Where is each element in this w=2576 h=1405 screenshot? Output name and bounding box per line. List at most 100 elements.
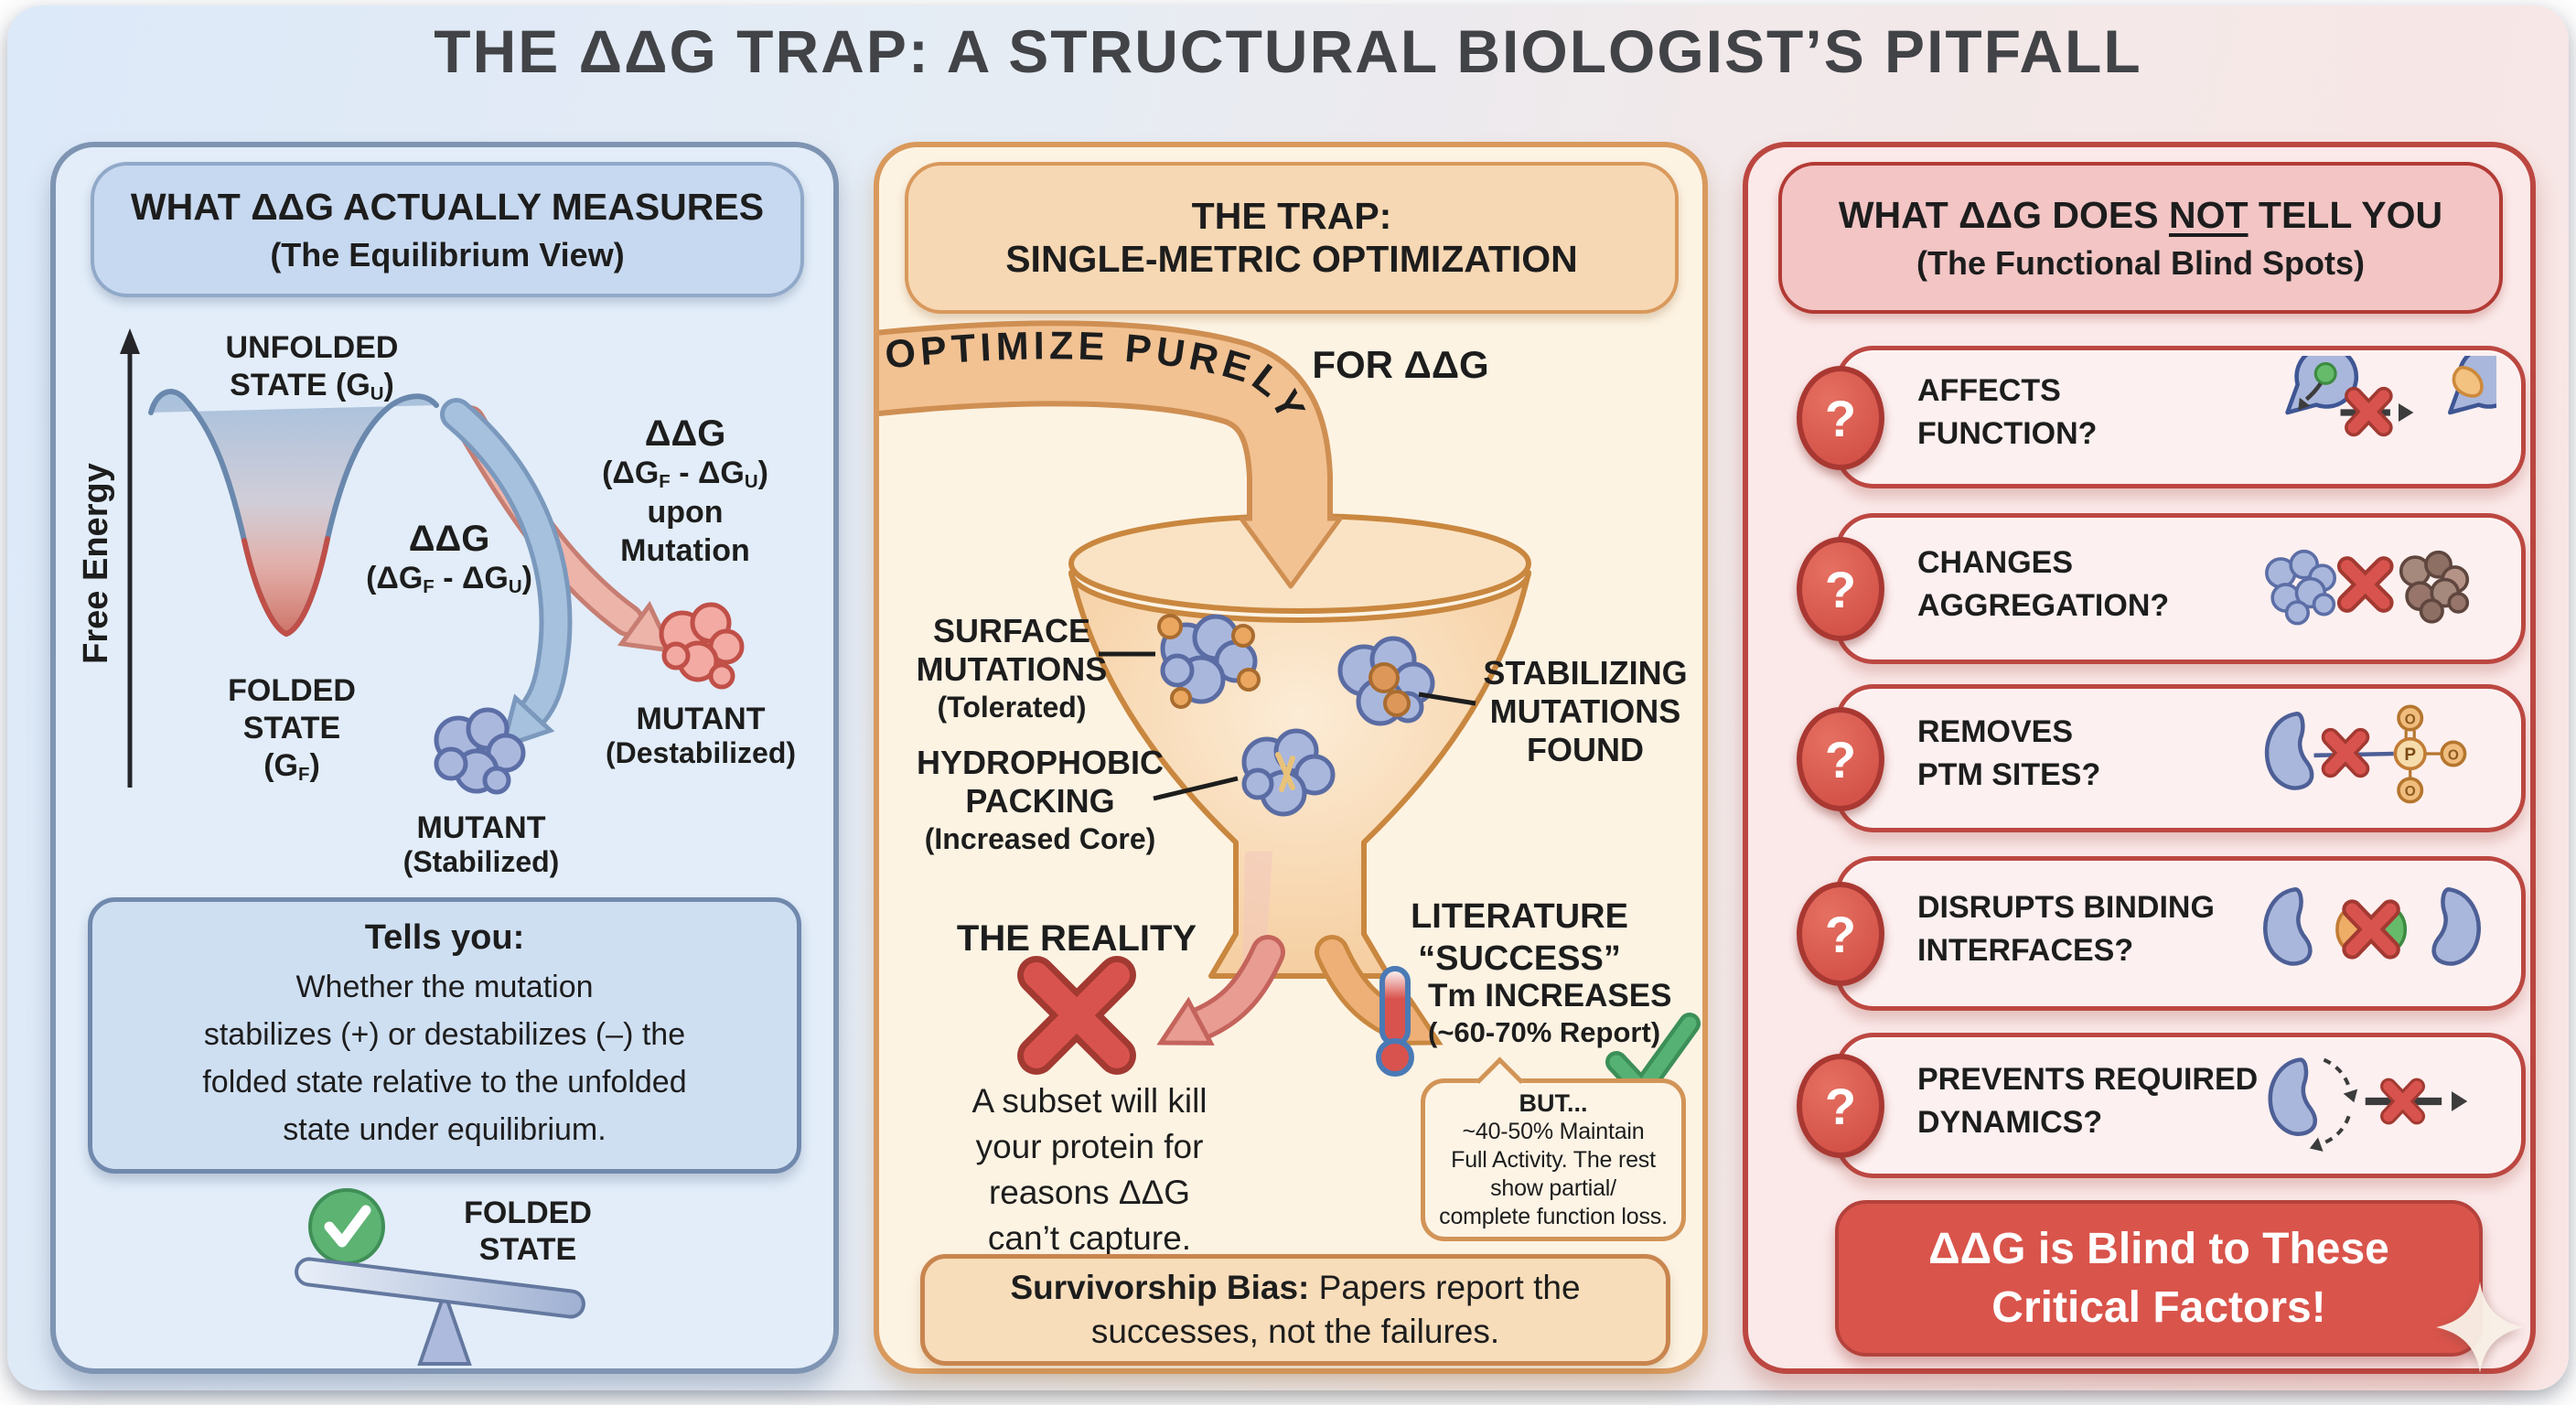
but-line: show partial/ — [1490, 1174, 1616, 1201]
seesaw-balance — [295, 1257, 585, 1366]
sparkle-icon — [2436, 1282, 2524, 1373]
reality-line2: your protein for — [975, 1128, 1204, 1165]
reality-line4: can’t capture. — [987, 1219, 1192, 1257]
middle-header-title: THE TRAP: — [1191, 195, 1392, 237]
stabilized-mutant-protein — [434, 707, 526, 795]
tells-you-title: Tells you: — [364, 917, 525, 957]
left-header-title: WHAT ΔΔG ACTUALLY MEASURES — [130, 185, 765, 228]
question-icon: ? — [1797, 882, 1884, 986]
but-title: BUT... — [1519, 1089, 1588, 1117]
survivorship-bias-box: Survivorship Bias: Papers report the suc… — [920, 1254, 1670, 1366]
oxygen-letter: O — [2448, 747, 2459, 763]
bias-line2: successes, not the failures. — [1090, 1313, 1500, 1350]
right-header-subtitle: (The Functional Blind Spots) — [1916, 243, 2365, 282]
binding-interfaces-icon — [2263, 887, 2481, 966]
ptm-sites-icon: P O O O — [2264, 704, 2467, 804]
mutant-destabilized-sub: (Destabilized) — [605, 736, 797, 769]
folded-state-line1: FOLDED — [228, 673, 356, 708]
surface-mutations-line1: SURFACE — [932, 612, 1091, 649]
check-icon — [308, 1188, 385, 1265]
hydrophobic-line1: HYDROPHOBIC — [916, 744, 1165, 781]
hydrophobic-line2: PACKING — [965, 782, 1115, 820]
folded-state-line2: STATE — [242, 711, 341, 745]
aggregation-icon — [2265, 549, 2470, 626]
question-icon: ? — [1797, 537, 1884, 641]
right-panel-header: WHAT ΔΔG DOES NOT TELL YOU (The Function… — [1778, 162, 2503, 314]
but-line: ~40-50% Maintain — [1462, 1118, 1645, 1144]
oxygen-letter: O — [2405, 712, 2416, 727]
middle-panel-header: THE TRAP: SINGLE-METRIC OPTIMIZATION — [905, 162, 1679, 314]
optimize-ribbon-arrow — [879, 320, 1343, 589]
axis-label: Free Energy — [77, 463, 116, 664]
ddg-formula: (ΔGF - ΔGU) — [366, 561, 532, 598]
reality-exit-arrow — [1156, 935, 1285, 1046]
reality-line1: A subset will kill — [971, 1082, 1208, 1120]
question-icon: ? — [1797, 1054, 1884, 1158]
dynamics-icon — [2268, 1057, 2468, 1152]
left-header-subtitle: (The Equilibrium View) — [270, 235, 625, 273]
oxygen-letter: O — [2405, 784, 2416, 799]
folded-state-formula: (GF) — [263, 748, 320, 786]
ddg-mutation-label: ΔΔG — [644, 413, 726, 454]
stabilizing-line1: STABILIZING — [1483, 654, 1688, 692]
but-speech-bubble: BUT... ~40-50% Maintain Full Activity. T… — [1421, 1078, 1686, 1241]
banner-line1: ΔΔG is Blind to These — [1928, 1224, 2389, 1273]
item-label-binding: DISRUPTS BINDING INTERFACES? — [1917, 889, 2215, 968]
blind-banner: ΔΔG is Blind to These Critical Factors! — [1835, 1200, 2483, 1357]
phosphorus-letter: P — [2404, 745, 2416, 765]
seesaw-label-line1: FOLDED — [464, 1196, 592, 1230]
seesaw-label-line2: STATE — [478, 1232, 577, 1267]
energy-landscape-diagram — [120, 328, 745, 1366]
mutation-arrow-stabilized — [440, 398, 573, 750]
surface-mutation-protein — [1157, 614, 1261, 709]
blind-spot-item-function — [1835, 346, 2526, 488]
surface-mutations-line3: (Tolerated) — [937, 691, 1087, 724]
ddg-label: ΔΔG — [408, 519, 490, 559]
mutant-stabilized-sub: (Stabilized) — [402, 845, 560, 878]
energy-well — [148, 389, 439, 638]
but-line: complete function loss. — [1439, 1203, 1668, 1229]
item-label-ptm: REMOVES PTM SITES? — [1917, 714, 2101, 792]
mutant-destabilized-label: MUTANT — [636, 702, 766, 736]
thermometer-icon — [1376, 966, 1414, 1077]
for-ddg-label: FOR ΔΔG — [1312, 343, 1489, 386]
ddg-mutation-formula: (ΔGF - ΔGU) — [602, 456, 768, 493]
ddg-mutation-word: Mutation — [620, 533, 750, 568]
item-label-dynamics: PREVENTS REQUIRED DYNAMICS? — [1917, 1061, 2259, 1140]
question-icon: ? — [1797, 366, 1884, 470]
unfolded-state-label: UNFOLDED — [225, 330, 399, 365]
surface-mutations-line2: MUTATIONS — [916, 650, 1108, 688]
right-header-title: WHAT ΔΔG DOES NOT TELL YOU — [1838, 193, 2443, 236]
unfolded-state-formula: STATE (GU) — [230, 368, 394, 405]
label-leader-lines — [1099, 651, 1476, 801]
literature-line1: LITERATURE — [1411, 897, 1628, 936]
hydrophobic-line3: (Increased Core) — [924, 822, 1156, 855]
tells-you-line: state under equilibrium. — [283, 1111, 606, 1147]
panel-blind-spots: WHAT ΔΔG DOES NOT TELL YOU (The Function… — [1743, 142, 2536, 1374]
tells-you-box: Tells you: Whether the mutation stabiliz… — [88, 897, 801, 1174]
stabilizing-line3: FOUND — [1527, 731, 1644, 768]
ddg-upon: upon — [647, 495, 724, 530]
stabilizing-mutation-protein — [1337, 636, 1435, 726]
function-icon — [2285, 356, 2496, 437]
panel-trap: THE TRAP: SINGLE-METRIC OPTIMIZATION — [874, 142, 1708, 1374]
hydrophobic-packing-protein — [1241, 728, 1336, 817]
optimization-funnel-diagram: OPTIMIZE PURELY — [879, 320, 1701, 1100]
free-energy-axis — [120, 328, 140, 788]
reality-title: THE REALITY — [956, 918, 1197, 959]
destabilized-mutant-protein — [659, 602, 745, 690]
page-title: THE ΔΔG TRAP: A STRUCTURAL BIOLOGIST’S P… — [434, 17, 2142, 85]
middle-header-subtitle: SINGLE-METRIC OPTIMIZATION — [1005, 238, 1578, 280]
tells-you-line: Whether the mutation — [295, 969, 594, 1004]
stabilizing-line2: MUTATIONS — [1489, 692, 1681, 730]
question-icon: ? — [1797, 707, 1884, 811]
tm-increases-label: Tm INCREASES — [1428, 978, 1672, 1014]
reality-x-icon — [1017, 956, 1136, 1075]
reality-line3: reasons ΔΔG — [988, 1174, 1191, 1211]
panel-equilibrium: WHAT ΔΔG ACTUALLY MEASURES (The Equilibr… — [50, 142, 839, 1374]
item-label-aggregation: CHANGES AGGREGATION? — [1917, 544, 2170, 623]
left-panel-header: WHAT ΔΔG ACTUALLY MEASURES (The Equilibr… — [91, 162, 804, 297]
item-label-function: AFFECTS FUNCTION? — [1917, 373, 2098, 451]
tells-you-line: folded state relative to the unfolded — [202, 1064, 687, 1099]
